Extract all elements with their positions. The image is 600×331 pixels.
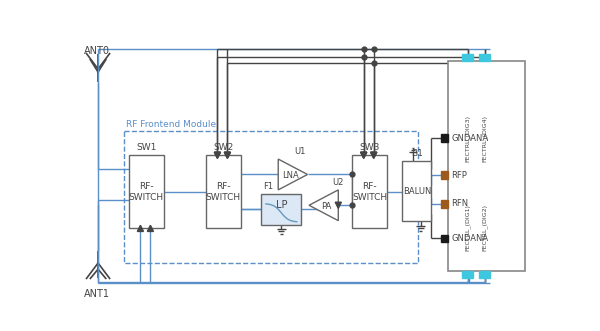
Text: LP: LP [275, 200, 287, 210]
Polygon shape [224, 152, 230, 158]
Text: RF Frontend Module: RF Frontend Module [126, 120, 216, 129]
Bar [441, 200, 448, 208]
Polygon shape [278, 159, 308, 190]
Bar [124, 131, 418, 263]
Text: PA: PA [321, 202, 331, 211]
Polygon shape [214, 152, 220, 158]
Polygon shape [214, 152, 220, 158]
Bar [206, 155, 241, 228]
Bar [462, 271, 473, 278]
Bar [441, 171, 448, 179]
Text: GNDANA: GNDANA [451, 234, 488, 243]
Polygon shape [148, 225, 154, 231]
Bar [441, 134, 448, 142]
Bar [402, 162, 431, 221]
Bar [462, 54, 473, 61]
Text: U2: U2 [332, 178, 344, 187]
Bar [448, 61, 526, 271]
Text: RFP: RFP [451, 171, 467, 180]
Text: U1: U1 [294, 147, 305, 156]
Text: SW3: SW3 [359, 143, 380, 152]
Text: ANT0: ANT0 [84, 46, 110, 56]
Bar [262, 194, 301, 224]
Text: F1: F1 [263, 182, 273, 191]
Text: SW2: SW2 [213, 143, 233, 152]
Polygon shape [371, 152, 377, 158]
Text: ANT1: ANT1 [84, 289, 110, 299]
Text: RF-
SWITCH: RF- SWITCH [352, 182, 387, 202]
Bar [129, 155, 164, 228]
Text: BALUN: BALUN [403, 187, 431, 196]
Text: FECTRL_(DIG3): FECTRL_(DIG3) [465, 115, 470, 162]
Text: FECTRL_(DIG4): FECTRL_(DIG4) [482, 115, 487, 162]
Text: RF-
SWITCH: RF- SWITCH [206, 182, 241, 202]
Bar [441, 235, 448, 242]
Text: GNDANA: GNDANA [451, 134, 488, 143]
Text: LNA: LNA [282, 171, 299, 180]
Text: RF-
SWITCH: RF- SWITCH [128, 182, 164, 202]
Text: FECTRL_(DIG1): FECTRL_(DIG1) [465, 205, 470, 252]
Bar [352, 155, 387, 228]
Bar [479, 271, 490, 278]
Polygon shape [137, 225, 143, 231]
Polygon shape [361, 152, 367, 158]
Polygon shape [309, 190, 338, 221]
Text: SW1: SW1 [136, 143, 157, 152]
Bar [479, 54, 490, 61]
Text: FECTRL_(DIG2): FECTRL_(DIG2) [482, 205, 487, 252]
Polygon shape [224, 152, 230, 158]
Text: B1: B1 [411, 149, 423, 158]
Polygon shape [361, 152, 367, 158]
Polygon shape [335, 202, 341, 208]
Polygon shape [371, 152, 377, 158]
Text: RFN: RFN [451, 199, 469, 208]
